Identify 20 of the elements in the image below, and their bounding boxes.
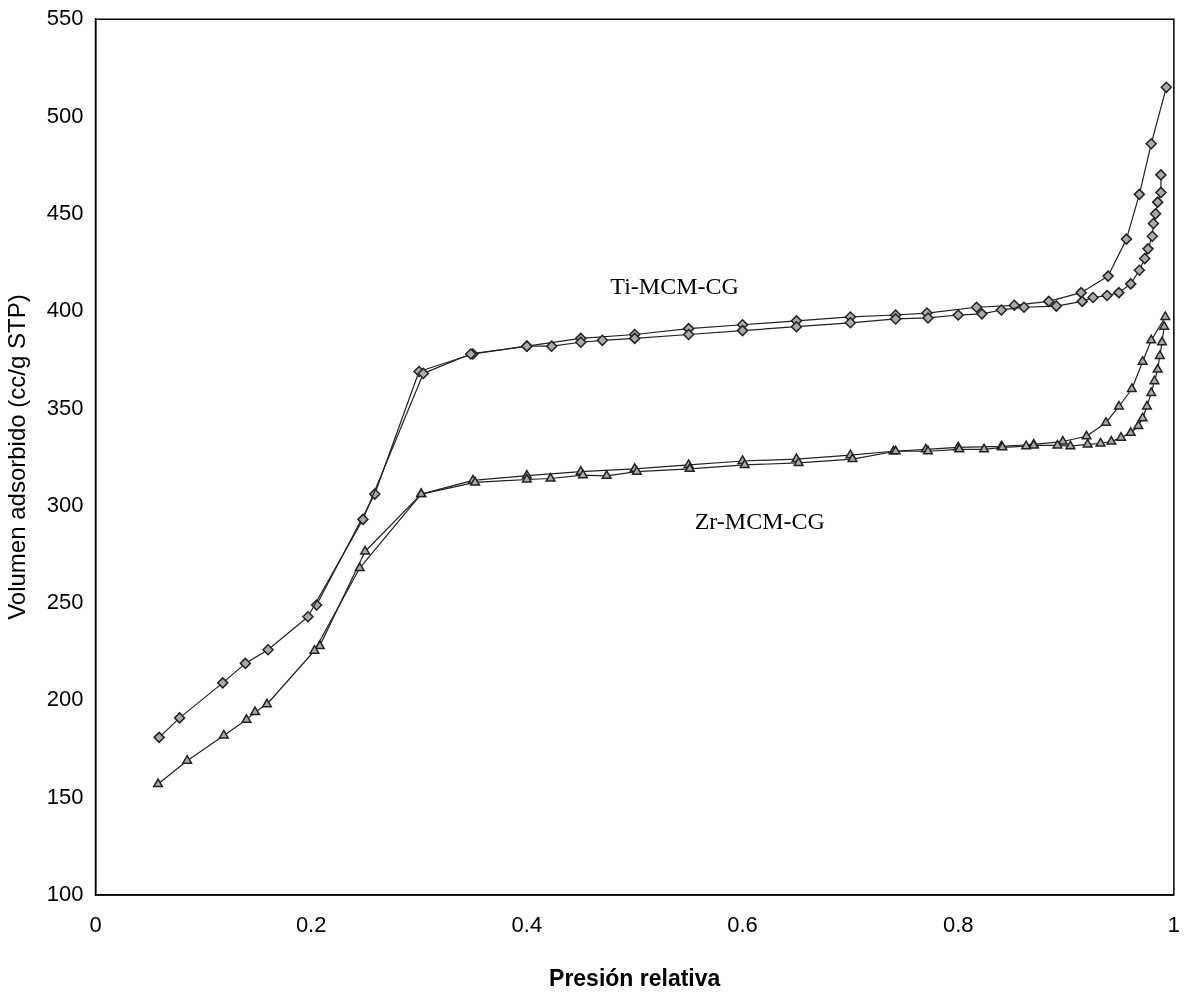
annotation: Zr-MCM-CG [694, 508, 825, 535]
y-axis-title: Volumen adsorbido (cc/g STP) [3, 294, 31, 620]
x-tick-label: 0.2 [295, 912, 327, 938]
x-axis-title: Presión relativa [549, 964, 721, 991]
y-tick-label: 100 [46, 881, 84, 907]
x-tick-label: 0.6 [727, 912, 758, 938]
x-tick-label: 0.8 [942, 912, 974, 938]
x-tick-label: 0 [89, 912, 102, 938]
y-tick-label: 150 [46, 783, 84, 809]
y-tick-label: 500 [46, 102, 84, 128]
y-tick-label: 350 [46, 394, 84, 420]
y-tick-label: 450 [46, 199, 84, 225]
y-tick-label: 250 [46, 589, 84, 615]
y-tick-label: 550 [46, 5, 84, 31]
x-tick-label: 1 [1167, 912, 1181, 938]
y-tick-label: 200 [46, 686, 84, 712]
y-tick-label: 300 [46, 491, 84, 517]
annotation: Ti-MCM-CG [610, 273, 739, 300]
y-tick-label: 400 [46, 297, 84, 323]
x-tick-label: 0.4 [511, 912, 543, 938]
